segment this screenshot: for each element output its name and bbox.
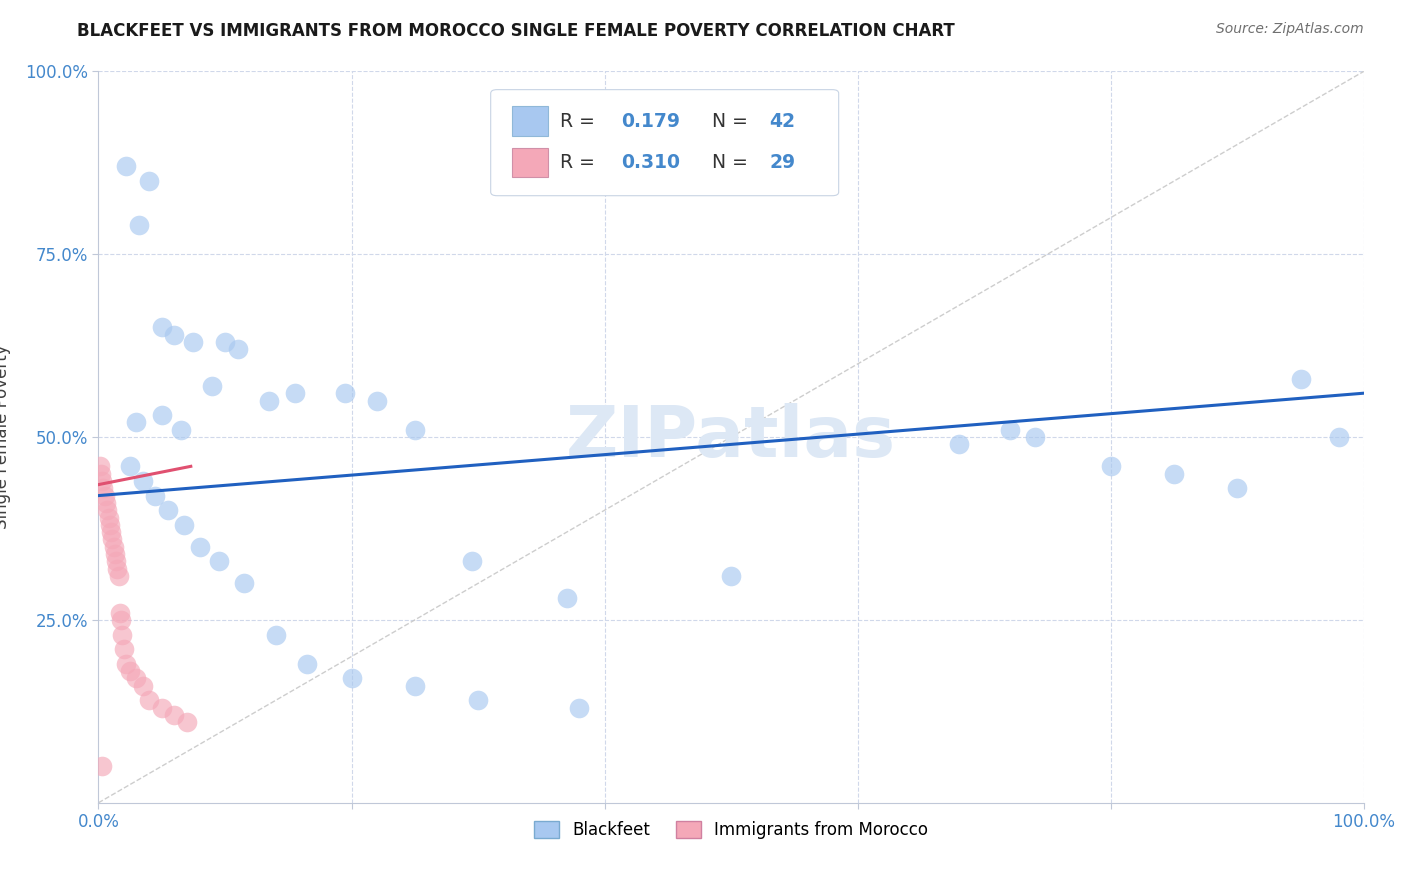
- Point: [176, 715, 198, 730]
- Text: Source: ZipAtlas.com: Source: ZipAtlas.com: [1216, 22, 1364, 37]
- Y-axis label: Single Female Poverty: Single Female Poverty: [0, 345, 11, 529]
- Point: [460, 554, 484, 568]
- Point: [91, 474, 114, 488]
- Text: N =: N =: [711, 112, 754, 130]
- Text: R =: R =: [560, 153, 602, 172]
- Point: [998, 423, 1021, 437]
- Point: [94, 496, 117, 510]
- Point: [104, 547, 127, 561]
- Point: [97, 510, 120, 524]
- Point: [948, 437, 970, 451]
- Point: [188, 540, 211, 554]
- Text: 0.179: 0.179: [621, 112, 681, 130]
- Point: [208, 554, 231, 568]
- Point: [183, 334, 205, 349]
- Point: [404, 679, 426, 693]
- Point: [297, 657, 319, 671]
- Point: [112, 642, 135, 657]
- Point: [125, 672, 148, 686]
- Point: [132, 474, 155, 488]
- Point: [96, 503, 118, 517]
- Point: [335, 386, 357, 401]
- Point: [108, 606, 131, 620]
- Point: [173, 517, 195, 532]
- Point: [259, 393, 281, 408]
- Point: [201, 379, 224, 393]
- Legend: Blackfeet, Immigrants from Morocco: Blackfeet, Immigrants from Morocco: [527, 814, 935, 846]
- Point: [103, 540, 125, 554]
- Point: [1289, 371, 1312, 385]
- Point: [1024, 430, 1046, 444]
- Point: [120, 459, 141, 474]
- FancyBboxPatch shape: [491, 90, 838, 195]
- Point: [150, 700, 173, 714]
- Point: [115, 160, 138, 174]
- Text: 0.310: 0.310: [621, 153, 681, 172]
- Text: BLACKFEET VS IMMIGRANTS FROM MOROCCO SINGLE FEMALE POVERTY CORRELATION CHART: BLACKFEET VS IMMIGRANTS FROM MOROCCO SIN…: [77, 22, 955, 40]
- Text: R =: R =: [560, 112, 602, 130]
- Point: [150, 320, 173, 334]
- Point: [284, 386, 307, 401]
- Point: [150, 408, 173, 422]
- Text: N =: N =: [711, 153, 754, 172]
- Point: [226, 343, 249, 357]
- Point: [264, 627, 287, 641]
- Point: [163, 708, 186, 723]
- Point: [120, 664, 141, 678]
- Point: [467, 693, 489, 707]
- Point: [145, 489, 166, 503]
- Point: [125, 416, 148, 430]
- Point: [107, 562, 129, 576]
- Point: [1327, 430, 1350, 444]
- Point: [93, 481, 115, 495]
- Point: [404, 423, 426, 437]
- Point: [1226, 481, 1249, 495]
- Point: [138, 174, 160, 188]
- Point: [214, 334, 236, 349]
- Bar: [512, 148, 547, 178]
- Text: 29: 29: [769, 153, 796, 172]
- Point: [93, 489, 117, 503]
- Point: [89, 459, 111, 474]
- Point: [163, 327, 186, 342]
- Point: [138, 693, 160, 707]
- Point: [157, 503, 180, 517]
- Point: [555, 591, 578, 605]
- Point: [132, 679, 155, 693]
- Point: [91, 759, 114, 773]
- Point: [128, 218, 150, 232]
- Point: [111, 627, 134, 641]
- Text: 42: 42: [769, 112, 794, 130]
- Point: [233, 576, 256, 591]
- Point: [110, 613, 132, 627]
- Point: [98, 517, 121, 532]
- Point: [720, 569, 742, 583]
- Point: [100, 525, 122, 540]
- Text: ZIPatlas: ZIPatlas: [567, 402, 896, 472]
- Point: [568, 700, 591, 714]
- Point: [105, 554, 128, 568]
- Point: [366, 393, 388, 408]
- Point: [1099, 459, 1122, 474]
- Point: [107, 569, 129, 583]
- Point: [115, 657, 138, 671]
- Point: [1163, 467, 1185, 481]
- Point: [340, 672, 363, 686]
- Bar: [512, 106, 547, 136]
- Point: [169, 423, 191, 437]
- Point: [101, 533, 124, 547]
- Point: [90, 467, 112, 481]
